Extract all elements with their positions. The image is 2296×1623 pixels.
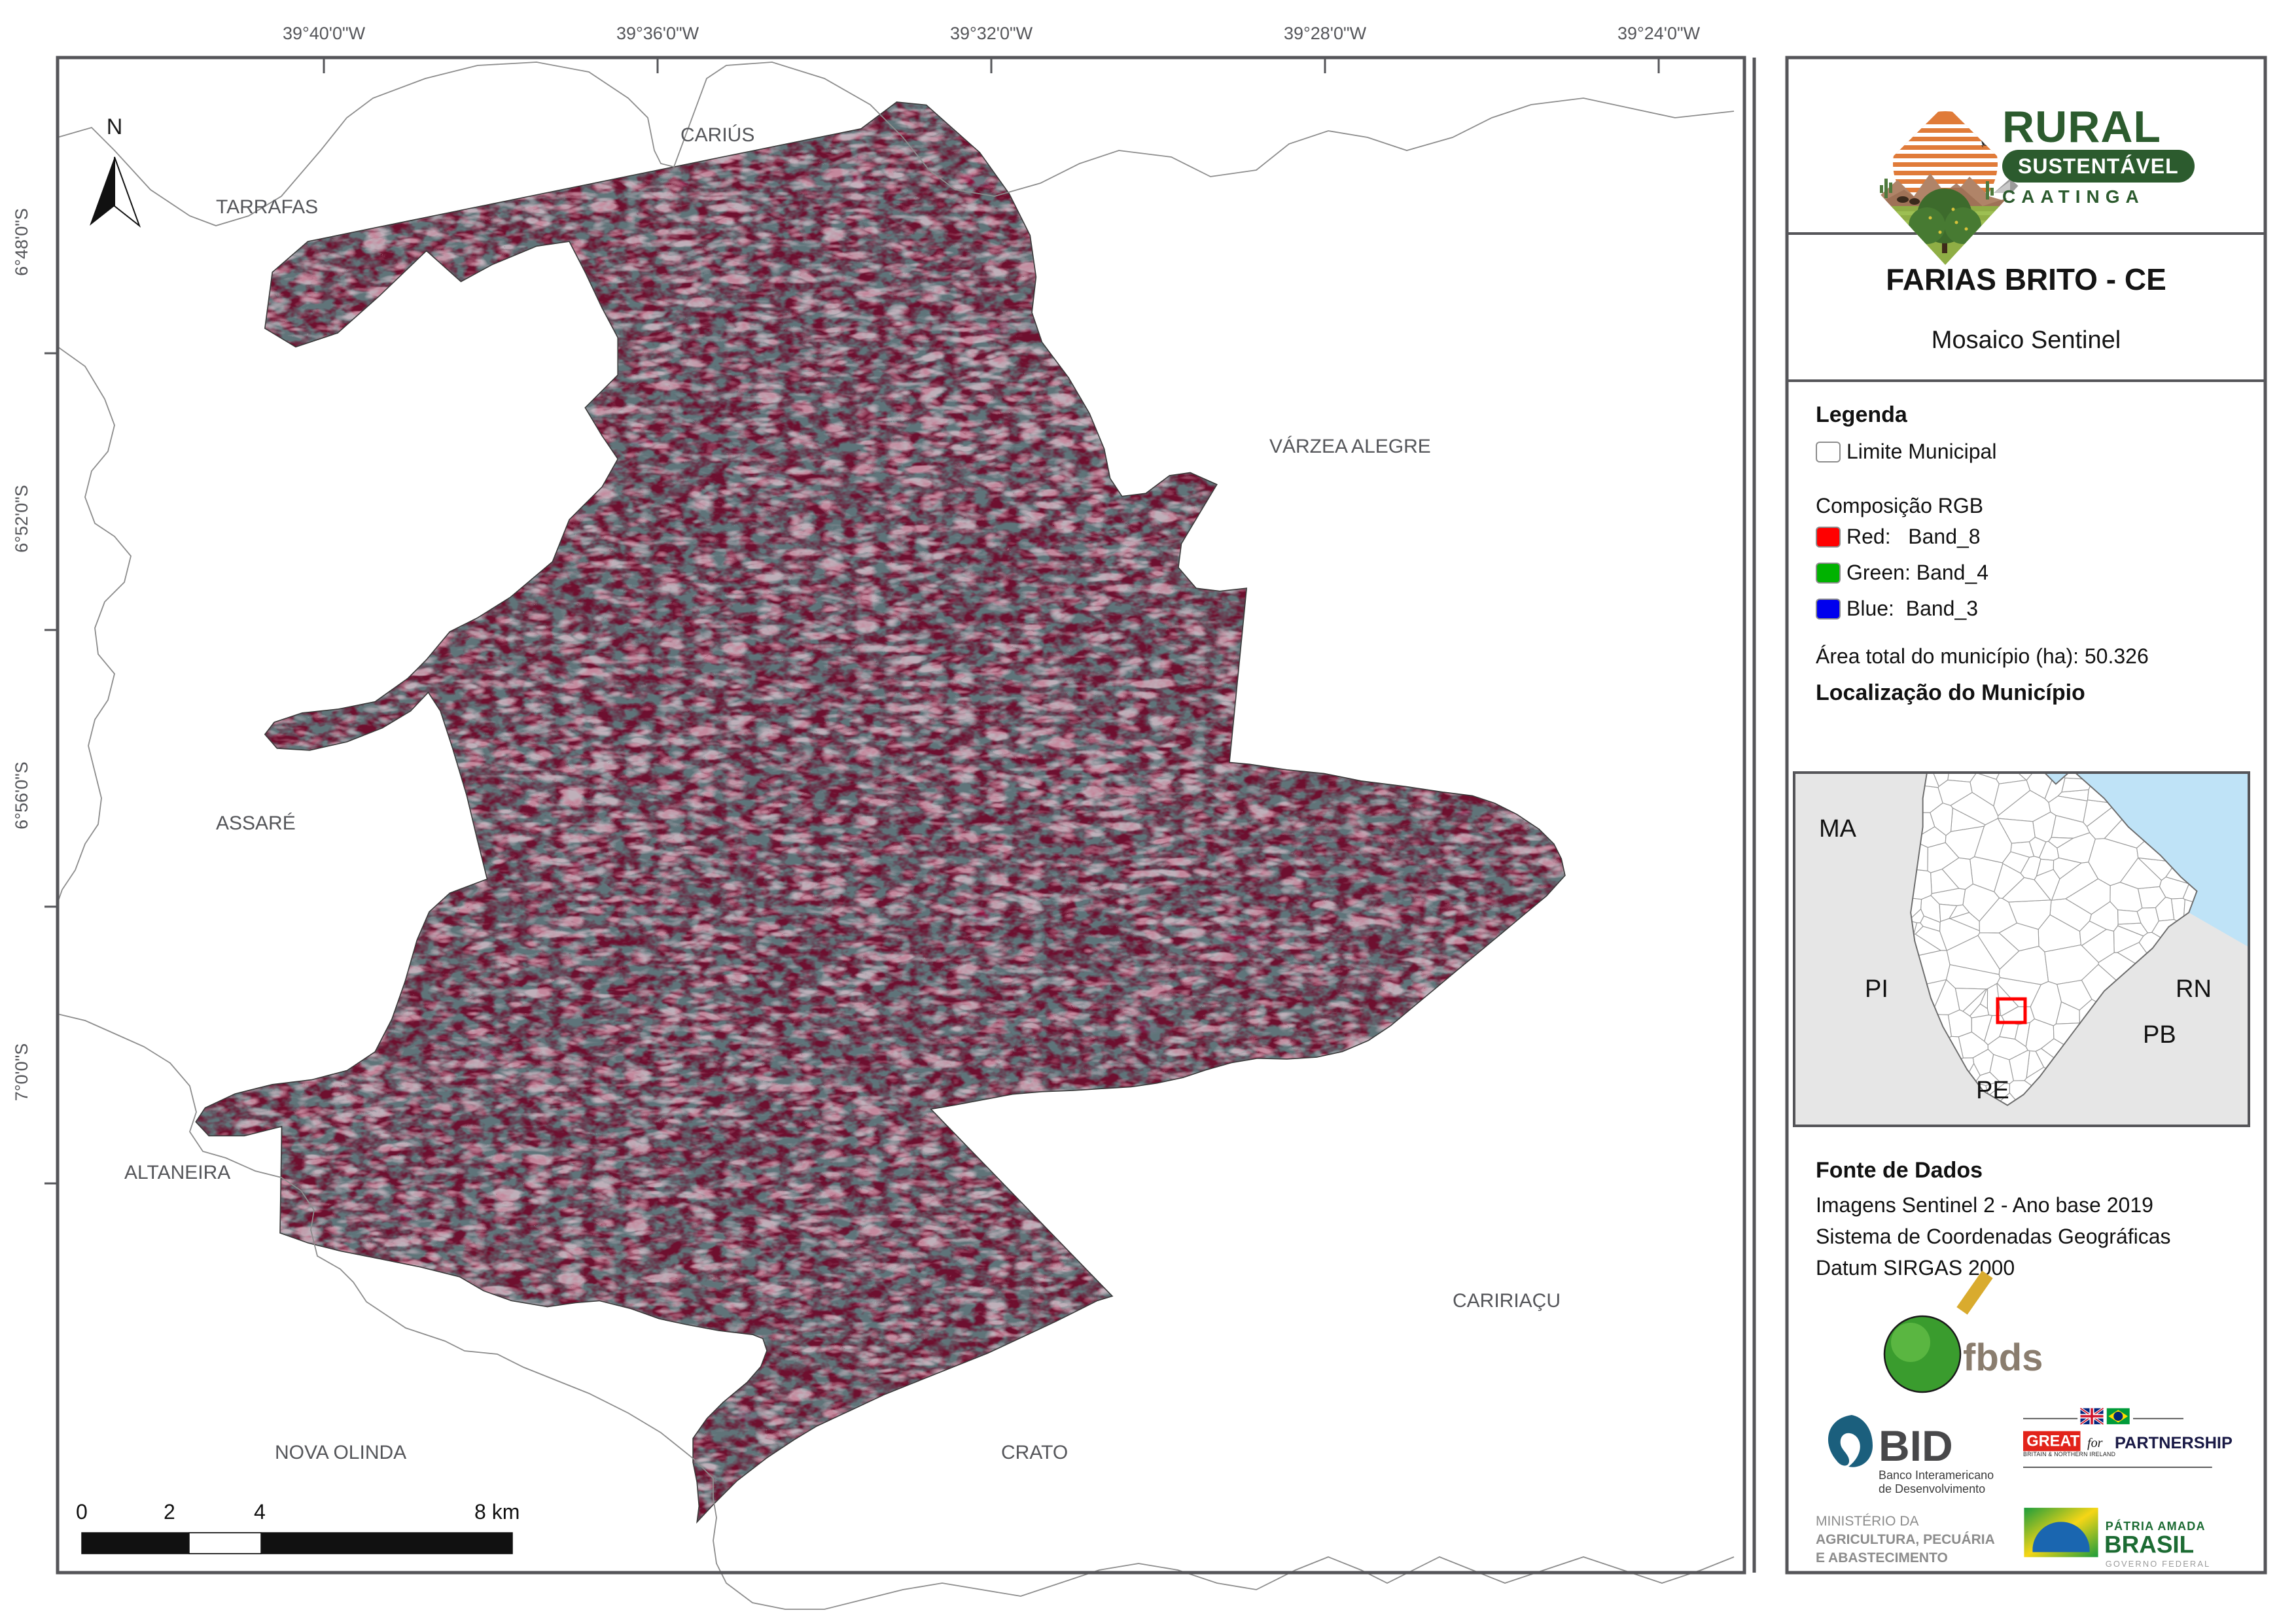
svg-text:Banco Interamericano: Banco Interamericano [1879, 1469, 1994, 1482]
svg-text:for: for [2087, 1436, 2103, 1450]
svg-text:GOVERNO FEDERAL: GOVERNO FEDERAL [2106, 1559, 2211, 1569]
svg-text:GREAT: GREAT [2026, 1433, 2079, 1450]
svg-text:fbds: fbds [1963, 1336, 2043, 1379]
svg-text:MA: MA [1819, 815, 1857, 843]
svg-text:PE: PE [1976, 1077, 2009, 1104]
svg-text:BRASIL: BRASIL [2104, 1531, 2194, 1558]
svg-text:PI: PI [1865, 975, 1888, 1003]
svg-text:PARTNERSHIP: PARTNERSHIP [2115, 1434, 2233, 1452]
svg-text:BID: BID [1879, 1422, 1953, 1470]
svg-text:BRITAIN & NORTHERN IRELAND: BRITAIN & NORTHERN IRELAND [2023, 1451, 2115, 1457]
svg-text:de Desenvolvimento: de Desenvolvimento [1879, 1482, 1985, 1495]
svg-text:PB: PB [2143, 1021, 2176, 1049]
svg-text:RN: RN [2176, 975, 2212, 1003]
